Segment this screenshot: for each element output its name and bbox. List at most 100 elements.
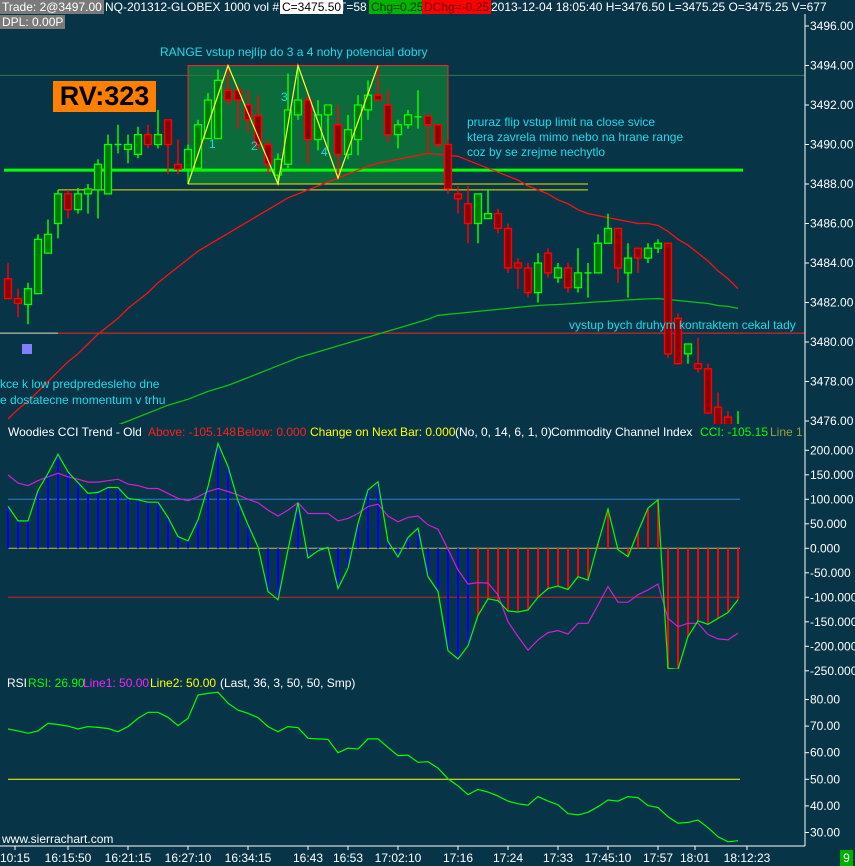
annotation-left-2: e dostatecne momentum v trhu xyxy=(0,393,166,407)
candle[interactable] xyxy=(53,189,63,239)
time-axis-label: 17:24 xyxy=(493,851,523,865)
candle[interactable] xyxy=(153,109,163,149)
candle[interactable] xyxy=(643,243,653,263)
price-panel[interactable] xyxy=(0,63,805,465)
candle[interactable] xyxy=(73,187,83,214)
candle[interactable] xyxy=(203,93,213,140)
time-axis-label: 17:33 xyxy=(543,851,573,865)
candle[interactable] xyxy=(723,411,733,436)
marker-square[interactable] xyxy=(22,344,32,354)
candle[interactable] xyxy=(213,69,223,140)
candle-body xyxy=(63,193,73,211)
candle[interactable] xyxy=(693,338,703,373)
candle[interactable] xyxy=(623,243,633,298)
candle[interactable] xyxy=(473,193,483,244)
cci-study-name[interactable]: Commodity Channel Index xyxy=(551,425,693,439)
candle[interactable] xyxy=(393,119,403,149)
candle[interactable] xyxy=(503,223,513,273)
candle[interactable] xyxy=(93,159,103,219)
candle[interactable] xyxy=(133,126,143,159)
candle-body xyxy=(323,104,333,116)
candle[interactable] xyxy=(333,105,343,179)
candle[interactable] xyxy=(523,263,533,298)
candle[interactable] xyxy=(735,411,742,436)
candle[interactable] xyxy=(414,90,422,129)
candle[interactable] xyxy=(453,185,463,214)
cci-axis-tick-label: -250.000 xyxy=(810,664,855,678)
candle[interactable] xyxy=(303,95,313,164)
candle[interactable] xyxy=(323,104,333,151)
cci-panel[interactable] xyxy=(7,441,740,669)
candle-body xyxy=(633,247,643,259)
candle[interactable] xyxy=(703,363,713,414)
candle[interactable] xyxy=(443,139,453,194)
candle[interactable] xyxy=(613,227,623,283)
candle[interactable] xyxy=(663,242,673,358)
change-value: Chg=0.25 xyxy=(369,0,426,14)
candle[interactable] xyxy=(43,219,53,254)
candle[interactable] xyxy=(33,234,43,295)
candle[interactable] xyxy=(653,239,663,254)
zigzag-line[interactable] xyxy=(187,63,379,187)
candle[interactable] xyxy=(293,65,303,120)
time-axis-label: 16:15:50 xyxy=(45,851,92,865)
candle-body xyxy=(643,247,653,259)
time-axis-label: 18:12:23 xyxy=(724,851,771,865)
candle[interactable] xyxy=(223,65,233,106)
candle[interactable] xyxy=(163,119,173,175)
rsi-study-title[interactable]: RSI xyxy=(7,676,28,690)
candle[interactable] xyxy=(273,153,283,184)
candle[interactable] xyxy=(103,134,113,195)
rsi-panel[interactable] xyxy=(7,691,740,843)
candle[interactable] xyxy=(713,392,723,431)
candle[interactable] xyxy=(593,234,603,274)
candle-body xyxy=(673,317,683,365)
candle[interactable] xyxy=(313,100,323,151)
candle-body xyxy=(183,148,193,170)
candle[interactable] xyxy=(513,258,523,289)
candle[interactable] xyxy=(603,213,613,244)
candle-body xyxy=(393,124,403,136)
candle-body xyxy=(503,227,513,269)
candle[interactable] xyxy=(633,247,643,273)
candle[interactable] xyxy=(114,124,122,154)
candle[interactable] xyxy=(343,114,353,160)
candle[interactable] xyxy=(493,208,503,234)
candle[interactable] xyxy=(23,282,33,325)
candle[interactable] xyxy=(283,73,293,169)
candle[interactable] xyxy=(263,139,273,175)
candle[interactable] xyxy=(533,253,543,303)
candle[interactable] xyxy=(553,263,563,283)
candle[interactable] xyxy=(543,248,553,278)
candle-body xyxy=(73,193,83,211)
candle[interactable] xyxy=(463,185,473,244)
candle[interactable] xyxy=(173,139,183,175)
candle[interactable] xyxy=(13,288,23,318)
candle[interactable] xyxy=(433,124,443,149)
candle[interactable] xyxy=(123,134,133,164)
candle[interactable] xyxy=(183,144,193,185)
candle[interactable] xyxy=(193,119,203,169)
candle[interactable] xyxy=(373,65,383,101)
candle[interactable] xyxy=(63,189,73,219)
candle-body xyxy=(343,129,353,156)
candle[interactable] xyxy=(573,248,583,293)
candle[interactable] xyxy=(383,90,393,143)
candle[interactable] xyxy=(673,313,683,365)
candle[interactable] xyxy=(403,109,413,129)
time-axis-label: 16:53 xyxy=(333,851,363,865)
candle[interactable] xyxy=(423,115,433,154)
candle[interactable] xyxy=(483,188,493,220)
candle[interactable] xyxy=(563,263,573,293)
candle[interactable] xyxy=(3,263,13,300)
candle[interactable] xyxy=(143,124,153,149)
candle[interactable] xyxy=(584,263,592,298)
candle[interactable] xyxy=(683,343,693,364)
candle-body xyxy=(563,267,573,289)
candle[interactable] xyxy=(83,184,93,214)
cci-study-title[interactable]: Woodies CCI Trend - Old xyxy=(8,425,142,439)
watermark[interactable]: www.sierrachart.com xyxy=(2,832,114,846)
candle[interactable] xyxy=(253,95,263,151)
candle-body xyxy=(623,257,633,274)
